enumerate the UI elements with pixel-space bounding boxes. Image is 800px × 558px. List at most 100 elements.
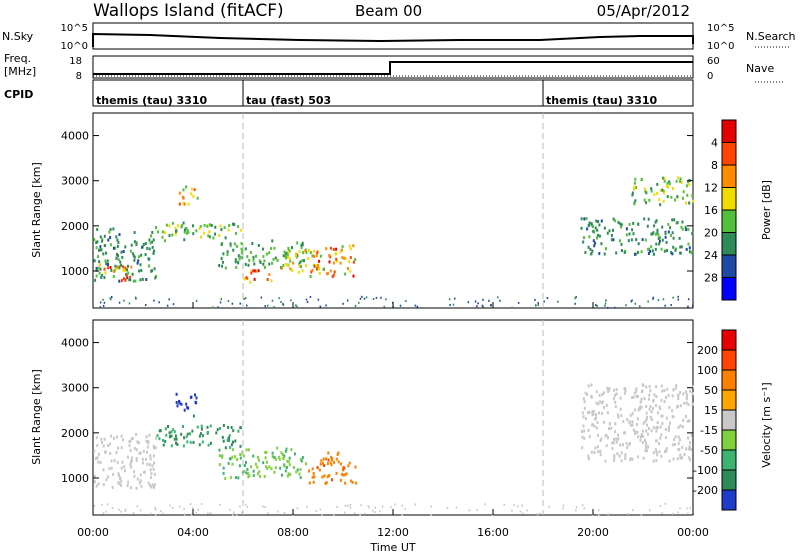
echo-cell [687,242,690,246]
echo-cell [645,385,648,389]
echo-cell [241,511,243,514]
echo-cell [98,260,101,264]
echo-cell [650,189,653,193]
echo-cell [598,234,601,238]
echo-cell [247,448,250,452]
echo-cell [174,226,177,230]
echo-cell [274,466,277,470]
echo-cell [575,506,578,509]
echo-cell [222,439,225,443]
echo-cell [632,221,635,225]
echo-cell [631,412,634,416]
echo-cell [215,431,218,435]
echo-cell [150,512,153,515]
echo-cell [149,457,152,461]
echo-cell [632,428,635,432]
echo-cell [607,306,609,309]
echo-cell [619,407,622,411]
echo-cell [288,257,291,261]
echo-cell [247,475,250,479]
echo-cell [582,424,585,428]
colorbar-segment [722,277,736,300]
echo-cell [239,505,241,508]
echo-cell [274,256,277,260]
echo-cell [257,455,259,459]
echo-cell [151,464,154,468]
echo-cell [253,277,256,281]
echo-cell [151,269,153,273]
echo-cell [153,299,155,302]
echo-cell [201,434,204,438]
echo-cell [129,448,132,452]
echo-cell [601,401,604,405]
echo-cell [321,514,323,516]
echo-cell [618,239,621,243]
echo-cell [95,267,98,270]
colorbar-segment [722,390,736,410]
echo-cell [522,512,524,515]
echo-cell [521,504,523,507]
echo-cell [676,195,679,199]
echo-cell [304,249,307,253]
echo-cell [587,428,590,432]
echo-cell [685,228,688,232]
echo-cell [666,387,669,391]
echo-cell [302,251,304,255]
echo-cell [105,478,108,482]
echo-cell [101,503,103,506]
echo-cell [634,177,637,181]
echo-cell [234,232,237,235]
y-tick-label: 3000 [61,175,89,188]
echo-cell [312,480,315,484]
x-tick-label: 16:00 [477,526,509,539]
echo-cell [597,450,600,454]
echo-cell [630,238,633,242]
echo-cell [292,261,295,265]
echo-cell [183,238,186,242]
echo-cell [118,301,121,304]
echo-cell [351,480,354,484]
echo-cell [607,513,609,516]
echo-cell [102,512,105,515]
echo-cell [231,513,234,516]
echo-cell [99,245,102,249]
echo-cell [335,471,338,475]
echo-cell [245,471,248,475]
echo-cell [183,408,186,412]
echo-cell [291,268,294,272]
echo-cell [226,250,229,254]
echo-cell [603,226,606,230]
echo-cell [164,231,166,235]
echo-cell [172,428,175,432]
echo-cell [284,254,287,258]
echo-cell [656,191,659,195]
echo-cell [131,272,134,276]
echo-cell [645,191,648,195]
echo-cell [259,474,261,478]
echo-cell [109,451,112,455]
echo-cell [192,195,195,198]
echo-cell [664,396,667,400]
echo-cell [626,445,629,449]
echo-cell [631,457,634,461]
echo-cell [345,472,348,476]
echo-cell [111,486,114,489]
echo-cell [290,299,292,302]
echo-cell [303,259,305,263]
echo-cell [298,262,301,266]
power-y-axis: 1000 2000 3000 4000 [61,113,693,308]
echo-cell [145,435,148,439]
echo-cell [585,217,588,221]
echo-cell [285,262,288,266]
echo-cell [139,278,142,282]
echo-cell [610,238,613,242]
echo-cell [534,298,536,301]
velocity-colorbar: 200 100 50 15 -15 -50 -100 -200 [693,329,737,511]
echo-cell [681,227,684,231]
echo-cell [599,449,602,453]
echo-cell [254,462,257,466]
echo-cell [227,300,230,302]
echo-cell [364,512,366,515]
echo-cell [237,254,240,258]
echo-cell [150,472,153,476]
